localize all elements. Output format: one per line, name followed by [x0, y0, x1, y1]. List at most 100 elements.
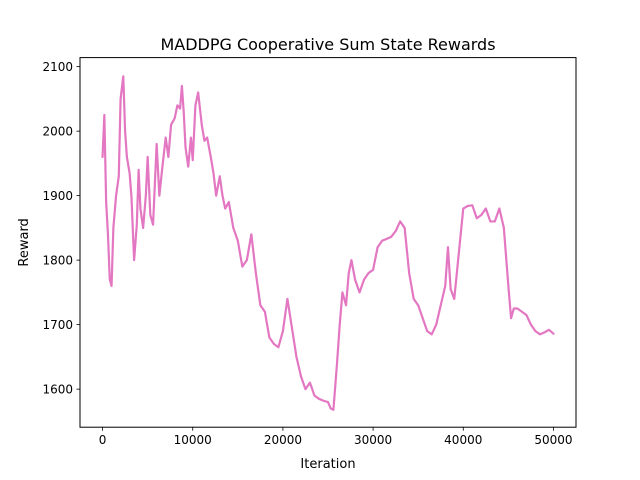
- reward-data-point: [350, 259, 353, 262]
- reward-data-point: [135, 223, 138, 226]
- y-tick-label: 2000: [42, 124, 73, 138]
- reward-data-point: [105, 201, 108, 203]
- reward-data-point: [412, 297, 415, 300]
- reward-data-point: [516, 307, 519, 310]
- reward-data-point: [277, 346, 280, 349]
- reward-data-point: [403, 226, 406, 229]
- reward-data-point: [164, 136, 167, 139]
- reward-data-point: [354, 278, 356, 281]
- reward-data-point: [197, 91, 200, 94]
- reward-data-point: [493, 220, 496, 223]
- reward-data-point: [471, 204, 474, 207]
- reward-data-point: [187, 165, 190, 168]
- reward-data-point: [170, 123, 172, 126]
- reward-data-point: [498, 207, 501, 210]
- reward-data-point: [215, 194, 218, 197]
- reward-data-point: [101, 156, 104, 158]
- reward-data-point: [304, 388, 307, 391]
- reward-data-point: [124, 130, 126, 133]
- reward-data-point: [484, 207, 487, 210]
- reward-data-point: [372, 268, 374, 271]
- y-tick-label: 1800: [42, 253, 73, 267]
- reward-data-point: [475, 217, 478, 220]
- reward-data-point: [390, 236, 393, 238]
- reward-data-point: [462, 207, 465, 210]
- reward-data-point: [125, 156, 128, 158]
- reward-data-point: [103, 114, 106, 116]
- reward-data-point: [435, 323, 438, 326]
- x-tick-label: 40000: [444, 433, 482, 447]
- reward-data-point: [122, 75, 125, 78]
- reward-data-point: [510, 317, 512, 320]
- reward-data-point: [206, 136, 209, 139]
- reward-data-point: [161, 168, 163, 171]
- reward-data-point: [218, 175, 221, 178]
- y-tick-label: 1600: [42, 382, 73, 396]
- reward-data-point: [272, 343, 275, 345]
- reward-data-point: [203, 139, 206, 142]
- reward-data-point: [525, 314, 528, 316]
- y-tick-label: 1700: [42, 318, 73, 332]
- reward-data-point: [259, 304, 262, 307]
- reward-data-point: [112, 226, 115, 229]
- y-axis-label: Reward: [17, 218, 32, 266]
- reward-data-point: [367, 272, 370, 274]
- plot-frame: [79, 57, 577, 428]
- chart-title: MADDPG Cooperative Sum State Rewards: [160, 35, 495, 54]
- reward-data-point: [426, 330, 429, 332]
- reward-data-point: [144, 194, 147, 197]
- reward-data-point: [444, 285, 447, 287]
- reward-data-point: [295, 355, 298, 358]
- reward-data-point: [232, 226, 235, 229]
- reward-data-point: [300, 375, 302, 378]
- reward-data-point: [200, 123, 203, 126]
- reward-data-point: [332, 408, 335, 411]
- reward-data-point: [224, 207, 227, 210]
- reward-data-point: [322, 399, 325, 402]
- reward-data-point: [209, 156, 212, 158]
- axes: 0 10000 20000 30000 40000 50000 1600 1700 1800 19…: [42, 60, 572, 447]
- reward-data-point: [117, 175, 120, 178]
- y-tick-label: 1900: [42, 189, 73, 203]
- reward-data-point: [130, 194, 133, 197]
- reward-data-point: [221, 194, 224, 197]
- reward-data-point: [417, 304, 420, 307]
- reward-data-point: [146, 156, 149, 158]
- reward-data-point: [268, 336, 271, 339]
- reward-data-point: [241, 265, 244, 268]
- reward-data-point: [309, 381, 311, 384]
- reward-data-point: [543, 331, 546, 334]
- reward-data-point: [133, 259, 136, 262]
- reward-data-point: [449, 288, 452, 291]
- reward-data-point: [184, 146, 187, 149]
- reward-data-point: [263, 310, 266, 313]
- reward-data-point: [399, 220, 402, 223]
- reward-data-point: [250, 233, 253, 236]
- reward-data-point: [190, 136, 192, 139]
- reward-data-point: [457, 252, 460, 255]
- reward-data-point: [439, 304, 442, 307]
- reward-data-point: [108, 278, 111, 281]
- reward-data-point: [539, 333, 541, 336]
- reward-data-point: [149, 214, 152, 216]
- reward-data-point: [336, 362, 338, 365]
- reward-data-point: [430, 333, 433, 336]
- reward-data-point: [155, 143, 158, 145]
- reward-data-point: [291, 326, 293, 329]
- reward-data-point: [338, 323, 341, 326]
- reward-data-point: [421, 317, 424, 320]
- reward-data-point: [119, 97, 122, 100]
- reward-data-point: [191, 159, 194, 162]
- plot-area: [101, 75, 555, 411]
- reward-data-point: [381, 239, 384, 242]
- reward-data-point: [385, 237, 388, 240]
- reward-data-point: [167, 156, 170, 158]
- reward-data-point: [227, 201, 230, 203]
- reward-data-point: [408, 272, 411, 274]
- x-tick-label: 0: [99, 433, 107, 447]
- x-tick-label: 10000: [174, 433, 212, 447]
- reward-data-point: [152, 223, 154, 226]
- reward-data-point: [341, 291, 344, 294]
- reward-series-line: [101, 75, 555, 411]
